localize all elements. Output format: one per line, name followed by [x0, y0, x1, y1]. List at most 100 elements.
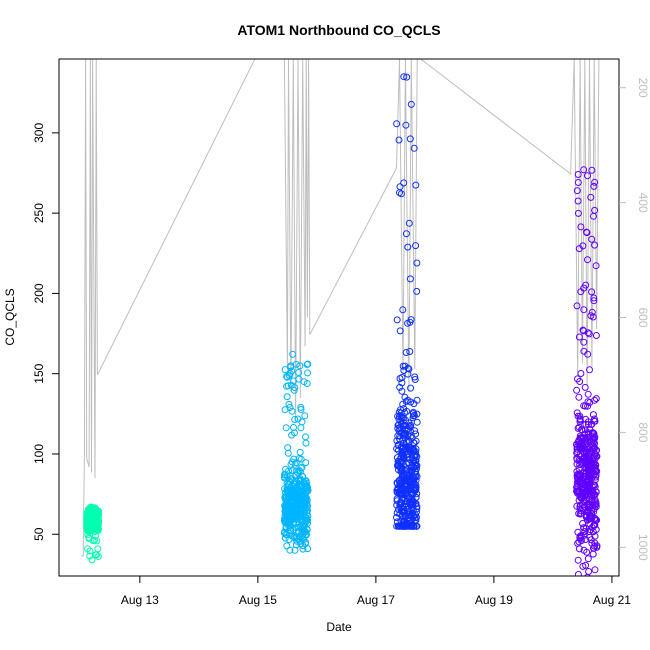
- data-point: [291, 546, 299, 554]
- data-point: [397, 498, 405, 506]
- data-point: [396, 481, 404, 489]
- data-point: [573, 487, 581, 495]
- data-point: [585, 568, 593, 575]
- data-point: [409, 501, 416, 509]
- y-tick-label: 200: [32, 283, 46, 303]
- data-point: [94, 523, 102, 531]
- data-point: [407, 421, 415, 429]
- data-point: [575, 245, 583, 253]
- data-point: [284, 444, 292, 452]
- data-point: [288, 367, 296, 375]
- data-point: [574, 556, 582, 564]
- data-point: [395, 136, 403, 144]
- data-point: [577, 509, 585, 517]
- data-point: [588, 496, 596, 504]
- data-point: [283, 393, 291, 401]
- right-tick-label: 800: [636, 422, 650, 442]
- y-tick-label: 250: [32, 203, 46, 223]
- data-point: [296, 448, 304, 456]
- data-point: [399, 362, 407, 370]
- data-point: [587, 193, 595, 201]
- data-point: [285, 400, 293, 408]
- data-point: [591, 491, 599, 499]
- data-point: [298, 463, 306, 471]
- data-point: [590, 182, 598, 190]
- data-point: [589, 411, 597, 419]
- data-point: [413, 287, 421, 295]
- data-point: [408, 445, 416, 453]
- data-point: [408, 506, 416, 514]
- series-4: [573, 166, 601, 576]
- data-point: [393, 437, 401, 445]
- y-tick-label: 50: [32, 527, 46, 541]
- data-point: [574, 412, 582, 420]
- data-point: [400, 367, 408, 374]
- data-point: [302, 459, 310, 467]
- data-point: [409, 414, 417, 422]
- data-point: [302, 433, 309, 441]
- data-point: [287, 363, 295, 371]
- x-axis: Aug 13 Aug 15 Aug 17 Aug 19 Aug 21: [121, 576, 631, 607]
- data-point: [587, 514, 594, 522]
- data-point: [400, 179, 408, 187]
- data-point: [400, 73, 408, 81]
- data-point: [291, 534, 299, 542]
- data-point: [291, 477, 299, 485]
- data-point: [574, 197, 582, 205]
- data-point: [286, 518, 294, 526]
- data-point: [91, 505, 99, 513]
- data-point: [582, 513, 590, 521]
- data-point: [404, 487, 412, 495]
- data-point: [591, 514, 599, 522]
- data-point: [591, 433, 599, 441]
- data-point: [86, 552, 94, 560]
- x-axis-label: Date: [326, 620, 352, 634]
- data-point: [288, 407, 296, 415]
- data-point: [281, 529, 288, 537]
- data-point: [87, 503, 95, 511]
- data-point: [295, 528, 303, 536]
- data-point: [575, 333, 583, 341]
- data-point: [588, 288, 596, 296]
- data-point: [303, 485, 311, 493]
- data-point: [410, 144, 418, 152]
- data-point: [288, 431, 296, 439]
- x-tick-label: Aug 15: [239, 593, 277, 607]
- data-point: [296, 362, 304, 370]
- data-point: [292, 488, 300, 495]
- data-point: [94, 545, 102, 553]
- right-tick-label: 400: [636, 193, 650, 213]
- data-point: [399, 306, 407, 314]
- data-point: [409, 447, 417, 455]
- data-point: [286, 478, 294, 486]
- data-point: [406, 135, 414, 143]
- data-point: [576, 493, 584, 500]
- data-point: [577, 534, 585, 542]
- pressure-trace-line: [80, 59, 600, 557]
- x-tick-label: Aug 19: [475, 593, 513, 607]
- data-point: [588, 235, 596, 243]
- data-point: [585, 330, 593, 338]
- data-point: [584, 465, 592, 473]
- data-point: [297, 406, 305, 413]
- data-point: [398, 522, 406, 530]
- data-point: [395, 506, 402, 513]
- data-point: [580, 338, 588, 346]
- data-point: [584, 573, 591, 576]
- data-point: [586, 366, 593, 374]
- data-point: [394, 460, 402, 468]
- data-point: [283, 373, 291, 380]
- data-point: [412, 468, 420, 476]
- data-point: [406, 275, 414, 283]
- data-point: [591, 532, 599, 540]
- right-tick-label: 600: [636, 307, 650, 327]
- data-point: [574, 488, 582, 496]
- data-point: [284, 488, 291, 496]
- data-point: [302, 498, 310, 506]
- data-point: [405, 476, 413, 484]
- data-point: [90, 524, 98, 532]
- data-point: [585, 456, 593, 464]
- data-point: [592, 395, 600, 403]
- data-point: [590, 434, 598, 442]
- data-point: [282, 508, 290, 516]
